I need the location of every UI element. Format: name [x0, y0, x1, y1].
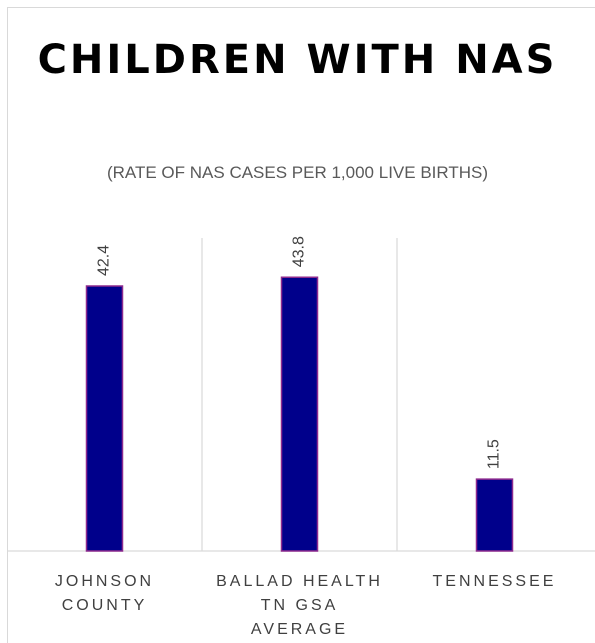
- category-labels: JOHNSON COUNTY BALLAD HEALTH TN GSA AVERAGE T…: [55, 573, 557, 638]
- bar: [85, 285, 124, 552]
- category-label: TENNESSEE: [433, 573, 557, 590]
- chart-frame: [7, 7, 595, 643]
- category-label: TN GSA: [261, 597, 339, 614]
- category-label: BALLAD HEALTH: [216, 573, 383, 590]
- chart-title: CHILDREN WITH NAS: [0, 32, 595, 88]
- data-label: 43.8: [291, 236, 308, 267]
- category-label: AVERAGE: [251, 621, 348, 638]
- data-label: 42.4: [96, 245, 113, 276]
- category-label: COUNTY: [62, 597, 148, 614]
- category-label: JOHNSON: [55, 573, 154, 590]
- bar: [475, 478, 514, 552]
- data-label: 11.5: [486, 439, 503, 469]
- bars: [85, 276, 514, 552]
- chart-subtitle: (RATE OF NAS CASES PER 1,000 LIVE BIRTHS…: [106, 163, 489, 182]
- bar: [280, 276, 319, 552]
- chart-title-text: CHILDREN WITH NAS: [37, 37, 558, 83]
- data-labels: 42.4 43.8 11.5: [96, 236, 503, 469]
